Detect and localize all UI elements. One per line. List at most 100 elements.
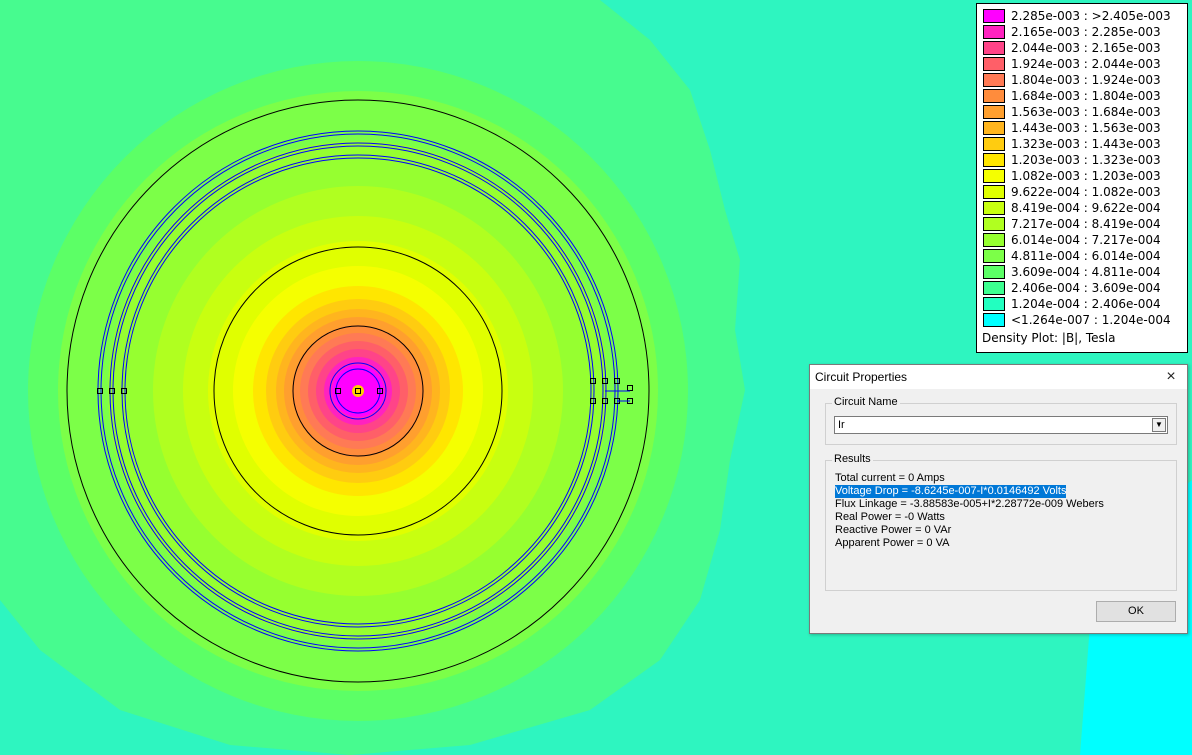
legend-label: 4.811e-004 : 6.014e-004 xyxy=(1011,249,1161,263)
dialog-titlebar: Circuit Properties × xyxy=(810,365,1187,389)
result-reactive-power[interactable]: Reactive Power = 0 VAr xyxy=(835,524,952,536)
results-group: Results Total current = 0 Amps Voltage D… xyxy=(825,453,1177,591)
legend-label: 1.082e-003 : 1.203e-003 xyxy=(1011,169,1161,183)
legend-entry: 1.203e-003 : 1.323e-003 xyxy=(983,152,1161,168)
coil-circle xyxy=(124,157,592,625)
legend-label: 1.323e-003 : 1.443e-003 xyxy=(1011,137,1161,151)
legend-swatch xyxy=(983,137,1005,151)
legend-label: 6.014e-004 : 7.217e-004 xyxy=(1011,233,1161,247)
legend-label: 7.217e-004 : 8.419e-004 xyxy=(1011,217,1161,231)
legend-label: 1.204e-004 : 2.406e-004 xyxy=(1011,297,1161,311)
legend-swatch xyxy=(983,265,1005,279)
legend-entry: 1.563e-003 : 1.684e-003 xyxy=(983,104,1161,120)
legend-swatch xyxy=(983,185,1005,199)
legend-label: 1.563e-003 : 1.684e-003 xyxy=(1011,105,1161,119)
legend-swatch xyxy=(983,25,1005,39)
chevron-down-icon[interactable]: ▼ xyxy=(1152,418,1166,432)
legend-label: 9.622e-004 : 1.082e-003 xyxy=(1011,185,1161,199)
legend-entry: 1.804e-003 : 1.924e-003 xyxy=(983,72,1161,88)
circuit-name-select[interactable]: Ir ▼ xyxy=(834,416,1168,434)
legend-entry: 6.014e-004 : 7.217e-004 xyxy=(983,232,1161,248)
result-real-power[interactable]: Real Power = -0 Watts xyxy=(835,511,945,523)
legend-label: 3.609e-004 : 4.811e-004 xyxy=(1011,265,1161,279)
legend-swatch xyxy=(983,249,1005,263)
legend-label: 8.419e-004 : 9.622e-004 xyxy=(1011,201,1161,215)
geometry-nodes xyxy=(97,378,633,404)
geometry-node xyxy=(614,378,620,384)
legend-entry: 2.285e-003 : >2.405e-003 xyxy=(983,8,1171,24)
geometry-node xyxy=(335,388,341,394)
outer-boundary-circle xyxy=(66,99,650,683)
legend-swatch xyxy=(983,169,1005,183)
legend-label: 1.443e-003 : 1.563e-003 xyxy=(1011,121,1161,135)
legend-label: 2.165e-003 : 2.285e-003 xyxy=(1011,25,1161,39)
geometry-node xyxy=(355,388,361,394)
middle-boundary-circle xyxy=(213,246,503,536)
legend-entry: 2.165e-003 : 2.285e-003 xyxy=(983,24,1161,40)
legend-entry: 1.924e-003 : 2.044e-003 xyxy=(983,56,1161,72)
result-flux-linkage[interactable]: Flux Linkage = -3.88583e-005+I*2.28772e-… xyxy=(835,498,1104,510)
inner-boundary-circle xyxy=(292,325,424,457)
geometry-node xyxy=(377,388,383,394)
legend-label: 1.203e-003 : 1.323e-003 xyxy=(1011,153,1161,167)
legend-caption: Density Plot: |B|, Tesla xyxy=(982,331,1116,345)
legend-label: 2.044e-003 : 2.165e-003 xyxy=(1011,41,1161,55)
legend-swatch xyxy=(983,9,1005,23)
geometry-node xyxy=(602,378,608,384)
legend-swatch xyxy=(983,105,1005,119)
core-circle xyxy=(329,362,387,420)
result-total-current[interactable]: Total current = 0 Amps xyxy=(835,472,945,484)
geometry-node xyxy=(590,378,596,384)
legend-entry: 3.609e-004 : 4.811e-004 xyxy=(983,264,1161,280)
legend-entry: 1.082e-003 : 1.203e-003 xyxy=(983,168,1161,184)
legend-entry: 1.204e-004 : 2.406e-004 xyxy=(983,296,1161,312)
geometry-node xyxy=(121,388,127,394)
legend-swatch xyxy=(983,73,1005,87)
legend-swatch xyxy=(983,41,1005,55)
field-bands xyxy=(28,61,688,721)
legend-swatch xyxy=(983,153,1005,167)
ok-button[interactable]: OK xyxy=(1096,601,1176,622)
circuit-properties-dialog: Circuit Properties × Circuit Name Ir ▼ R… xyxy=(809,364,1188,634)
legend-label: <1.264e-007 : 1.204e-004 xyxy=(1011,313,1171,327)
dialog-title: Circuit Properties xyxy=(815,370,908,384)
legend-swatch xyxy=(983,297,1005,311)
legend-label: 1.804e-003 : 1.924e-003 xyxy=(1011,73,1161,87)
circuit-name-label: Circuit Name xyxy=(832,396,900,408)
geometry-node xyxy=(97,388,103,394)
legend-label: 1.924e-003 : 2.044e-003 xyxy=(1011,57,1161,71)
legend-swatch xyxy=(983,121,1005,135)
legend-entry: 2.406e-004 : 3.609e-004 xyxy=(983,280,1161,296)
field-core xyxy=(352,385,364,397)
circuit-name-group: Circuit Name Ir ▼ xyxy=(825,396,1177,445)
legend-label: 2.285e-003 : >2.405e-003 xyxy=(1011,9,1171,23)
legend-entry: 9.622e-004 : 1.082e-003 xyxy=(983,184,1161,200)
legend-entry: 7.217e-004 : 8.419e-004 xyxy=(983,216,1161,232)
legend-swatch xyxy=(983,233,1005,247)
legend-label: 2.406e-004 : 3.609e-004 xyxy=(1011,281,1161,295)
circuit-name-value: Ir xyxy=(838,419,845,431)
close-icon[interactable]: × xyxy=(1166,368,1176,385)
geometry-node xyxy=(602,398,608,404)
legend-swatch xyxy=(983,89,1005,103)
legend-entry: 1.684e-003 : 1.804e-003 xyxy=(983,88,1161,104)
legend-entry: 8.419e-004 : 9.622e-004 xyxy=(983,200,1161,216)
legend-swatch xyxy=(983,313,1005,327)
geometry-node xyxy=(109,388,115,394)
legend-entry: 1.323e-003 : 1.443e-003 xyxy=(983,136,1161,152)
coil-circle xyxy=(112,145,604,637)
legend-entry: <1.264e-007 : 1.204e-004 xyxy=(983,312,1171,328)
legend-entry: 2.044e-003 : 2.165e-003 xyxy=(983,40,1161,56)
result-apparent-power[interactable]: Apparent Power = 0 VA xyxy=(835,537,950,549)
legend-swatch xyxy=(983,281,1005,295)
legend-swatch xyxy=(983,57,1005,71)
legend-swatch xyxy=(983,217,1005,231)
geometry-node xyxy=(590,398,596,404)
legend-entry: 1.443e-003 : 1.563e-003 xyxy=(983,120,1161,136)
result-voltage-drop[interactable]: Voltage Drop = -8.6245e-007-I*0.0146492 … xyxy=(835,485,1067,498)
legend-entry: 4.811e-004 : 6.014e-004 xyxy=(983,248,1161,264)
legend-label: 1.684e-003 : 1.804e-003 xyxy=(1011,89,1161,103)
legend-swatch xyxy=(983,201,1005,215)
results-label: Results xyxy=(832,453,873,465)
